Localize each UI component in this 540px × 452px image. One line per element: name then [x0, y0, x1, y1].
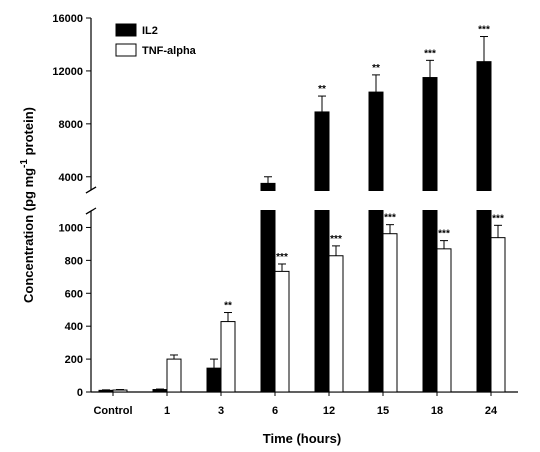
il2-bar — [260, 182, 276, 393]
x-tick-label: 6 — [272, 405, 278, 417]
tnf-alpha-bar — [490, 237, 506, 393]
legend-swatch — [115, 43, 137, 57]
tnf-alpha-bar — [112, 389, 128, 393]
significance-label: *** — [384, 213, 396, 224]
tnf-alpha-bar — [328, 255, 344, 393]
legend-label: TNF-alpha — [142, 45, 197, 57]
il2-bar — [314, 111, 330, 393]
significance-label: *** — [276, 252, 288, 263]
y-tick-label: 800 — [65, 255, 83, 267]
y-tick-label: 4000 — [59, 172, 83, 184]
significance-label: *** — [424, 48, 436, 59]
bars — [85, 36, 519, 393]
y-tick-label: 0 — [77, 387, 83, 399]
tnf-alpha-bar — [274, 270, 290, 393]
x-tick-label: 3 — [218, 405, 224, 417]
x-tick-label: 18 — [431, 405, 443, 417]
il2-bar — [98, 389, 114, 393]
x-tick-label: Control — [93, 405, 132, 417]
tnf-alpha-bar — [220, 321, 236, 393]
significance-label: *** — [438, 229, 450, 240]
significance-label: ** — [224, 301, 232, 312]
x-tick-label: 12 — [323, 405, 335, 417]
axis-break-mark — [85, 207, 97, 215]
significance-label: *** — [330, 234, 342, 245]
x-tick-label: 24 — [485, 405, 498, 417]
y-tick-label: 1000 — [59, 222, 83, 234]
y-tick-label: 400 — [65, 321, 83, 333]
axis-break-gap — [92, 191, 519, 210]
tnf-alpha-bar — [166, 358, 182, 393]
y-tick-label: 600 — [65, 288, 83, 300]
tnf-alpha-bar — [436, 248, 452, 393]
x-tick-label: 1 — [164, 405, 170, 417]
il2-bar — [152, 389, 168, 393]
il2-bar — [206, 367, 222, 393]
legend-label: IL2 — [142, 25, 158, 37]
y-tick-label: 12000 — [52, 66, 83, 78]
significance-label: *** — [478, 25, 490, 36]
significance-label: *** — [492, 213, 504, 224]
significance-label: ** — [318, 84, 326, 95]
y-axis-title: Concentration (pg mg-1 protein) — [19, 107, 36, 303]
il2-bar — [476, 61, 492, 393]
legend: IL2 TNF-alpha — [115, 23, 197, 57]
tnf-alpha-bar — [382, 233, 398, 393]
labels: 0 200 400 600 800 1000 4000 8000 12000 16000 Contr… — [19, 13, 504, 446]
x-axis-title: Time (hours) — [263, 431, 342, 446]
il2-bar — [422, 77, 438, 393]
il2-bar — [368, 91, 384, 393]
significance-label: ** — [372, 63, 380, 74]
x-tick-label: 15 — [377, 405, 389, 417]
axis-break-mark — [85, 186, 97, 194]
y-tick-label: 16000 — [52, 13, 83, 25]
legend-swatch — [115, 23, 137, 37]
y-tick-label: 200 — [65, 354, 83, 366]
y-tick-label: 8000 — [59, 119, 83, 131]
